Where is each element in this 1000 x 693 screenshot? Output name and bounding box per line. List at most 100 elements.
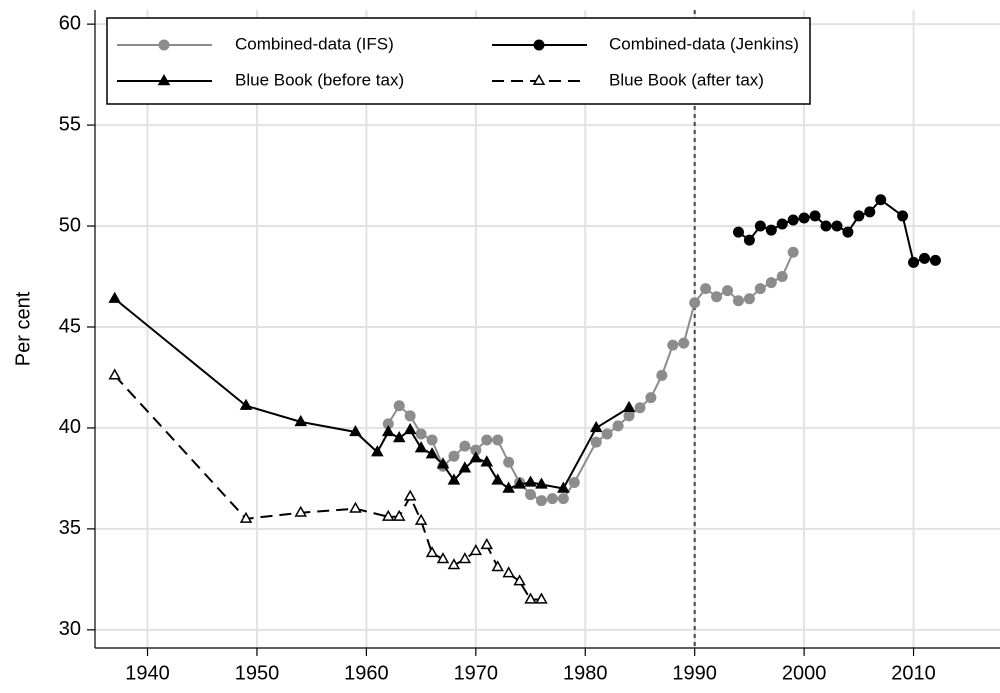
point	[108, 291, 121, 303]
point	[918, 252, 930, 264]
point	[382, 509, 395, 521]
point	[776, 271, 788, 283]
point	[809, 210, 821, 222]
point	[557, 493, 569, 505]
x-tick-label: 1990	[672, 662, 717, 684]
legend-label: Combined-data (Jenkins)	[609, 34, 799, 53]
point	[842, 226, 854, 238]
x-tick-label: 1960	[344, 662, 389, 684]
y-tick-label: 60	[59, 12, 81, 34]
point	[382, 418, 394, 430]
point	[491, 473, 505, 485]
point	[158, 39, 170, 51]
legend: Combined-data (IFS) Combined-data (Jenkin…	[106, 17, 811, 105]
point	[414, 441, 428, 453]
point	[403, 422, 417, 435]
point	[459, 440, 471, 452]
plot-area	[108, 194, 941, 604]
point	[492, 434, 504, 446]
legend-label: Blue Book (before tax)	[235, 70, 404, 89]
point	[239, 511, 253, 523]
point	[634, 402, 646, 414]
point	[447, 473, 461, 485]
y-tick-label: 30	[59, 618, 81, 640]
point	[612, 420, 624, 432]
point	[404, 410, 416, 422]
point	[524, 475, 537, 487]
y-tick-label: 40	[59, 416, 81, 438]
point	[623, 410, 635, 422]
point	[743, 234, 755, 246]
point	[381, 424, 395, 437]
point	[469, 451, 483, 463]
point	[711, 291, 723, 303]
point	[414, 513, 428, 525]
point	[436, 552, 450, 564]
point	[557, 481, 570, 493]
point	[667, 339, 679, 351]
point	[732, 226, 744, 238]
point	[765, 277, 777, 289]
point	[525, 489, 537, 501]
point	[535, 592, 548, 604]
point	[787, 246, 799, 258]
x-tick-label: 1980	[563, 662, 608, 684]
y-tick-label: 50	[59, 214, 81, 236]
point	[393, 400, 405, 412]
point	[157, 74, 171, 86]
point	[754, 220, 766, 232]
point	[568, 476, 580, 488]
point	[853, 210, 865, 222]
point	[524, 592, 537, 604]
point	[469, 544, 483, 556]
y-axis-label: Per cent	[12, 291, 34, 366]
point	[535, 495, 547, 507]
point	[448, 450, 460, 462]
x-tick-label: 1940	[125, 662, 170, 684]
point	[426, 434, 438, 446]
x-tick-label: 1970	[454, 662, 499, 684]
point	[929, 254, 941, 266]
point	[371, 445, 384, 457]
point	[601, 428, 613, 440]
point	[458, 552, 472, 564]
point	[513, 574, 526, 586]
point	[754, 283, 766, 295]
legend-label: Blue Book (after tax)	[609, 70, 764, 89]
grid: 1940 1950 1960 1970 1980 1990 2000 2010 30 35 40 45…	[59, 10, 1000, 684]
point	[776, 218, 788, 230]
point	[349, 501, 362, 513]
point	[480, 455, 494, 467]
point	[820, 220, 832, 232]
point	[480, 538, 493, 550]
point	[798, 212, 810, 224]
point	[502, 566, 515, 578]
point	[589, 420, 603, 433]
point	[656, 369, 668, 381]
point	[700, 283, 712, 295]
y-tick-label: 35	[59, 517, 81, 539]
point	[392, 431, 406, 443]
point	[533, 39, 545, 51]
point	[294, 505, 307, 517]
point	[897, 210, 909, 222]
point	[787, 214, 799, 226]
point	[108, 368, 121, 380]
legend-box	[106, 17, 811, 105]
point	[546, 493, 558, 505]
point	[513, 477, 526, 489]
point	[491, 560, 504, 572]
y-tick-label: 55	[59, 113, 81, 135]
x-tick-label: 2000	[782, 662, 827, 684]
point	[875, 194, 887, 206]
point	[239, 398, 253, 410]
point	[535, 477, 548, 489]
point	[502, 481, 515, 493]
point	[622, 400, 636, 412]
point	[458, 461, 472, 473]
point	[722, 285, 734, 297]
point	[532, 73, 546, 86]
point	[765, 224, 777, 236]
